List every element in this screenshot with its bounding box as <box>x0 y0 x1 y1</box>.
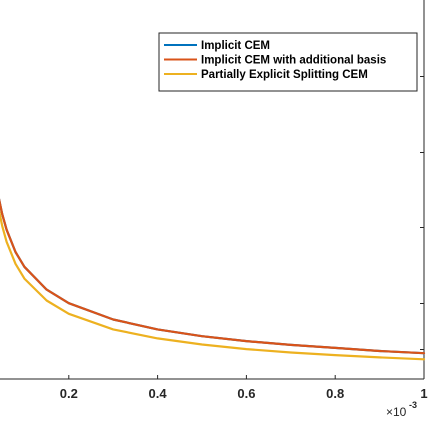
legend: Implicit CEM Implicit CEM with additional… <box>158 32 418 92</box>
x-tick-label: 1 <box>420 386 427 401</box>
legend-label-2: Implicit CEM with additional basis <box>201 55 386 67</box>
x-tick-labels: 0.2 0.4 0.6 0.8 1 <box>60 386 428 401</box>
legend-label-3: Partially Explicit Splitting CEM <box>201 69 368 81</box>
x-tick-label: 0.2 <box>60 386 78 401</box>
x-tick-label: 0.8 <box>326 386 344 401</box>
legend-box <box>158 32 418 92</box>
x-tick-label: 0.4 <box>149 386 168 401</box>
series-lines <box>0 198 426 361</box>
axes <box>0 0 425 380</box>
legend-label-1: Implicit CEM <box>201 40 270 52</box>
x-axis-exponent: ×10 -3 <box>386 400 417 419</box>
x-tick-marks <box>68 375 425 379</box>
series-line-3 <box>0 209 426 361</box>
x-exponent-power: -3 <box>409 400 417 410</box>
x-exponent-base: ×10 <box>386 405 407 419</box>
x-tick-label: 0.6 <box>237 386 255 401</box>
series-line-2 <box>0 198 426 355</box>
